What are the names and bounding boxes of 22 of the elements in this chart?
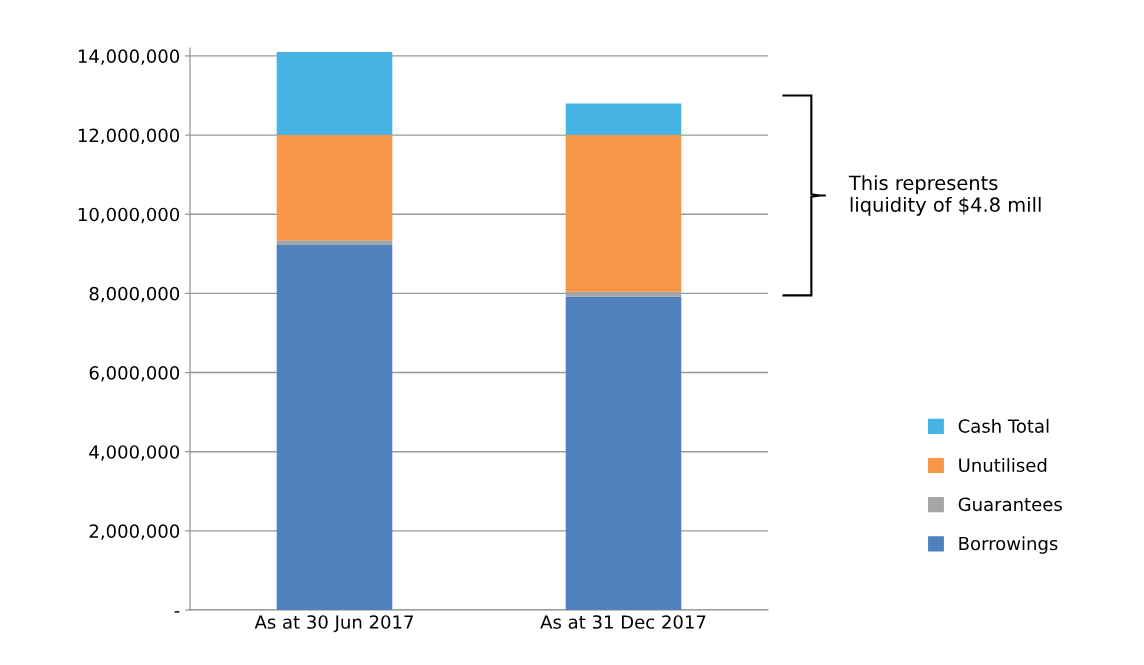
- y-tick-label: 6,000,000: [89, 365, 180, 382]
- bar: [565, 135, 682, 292]
- legend-label: Unutilised: [959, 458, 1047, 473]
- legend-label: Guarantees: [958, 497, 1062, 512]
- x-tick-label: As at 30 Jun 2017: [254, 615, 413, 633]
- y-tick-label: 10,000,000: [78, 207, 180, 224]
- y-tick-label: 12,000,000: [78, 128, 180, 145]
- text: This represents liquidity of $4.8 mill: [848, 175, 1041, 216]
- y-tick-label: 2,000,000: [89, 524, 180, 540]
- y-tick-label: -: [174, 611, 180, 613]
- bar: [276, 135, 393, 241]
- y-tick-label: 4,000,000: [89, 445, 180, 461]
- bar: [276, 51, 393, 136]
- legend-label: Borrowings: [959, 536, 1058, 554]
- y-tick-label: 8,000,000: [89, 286, 180, 303]
- bar: [276, 240, 393, 246]
- bar: [276, 245, 393, 610]
- legend-label: Cash Total: [958, 418, 1049, 433]
- bar: [565, 103, 682, 136]
- x-tick-label: As at 31 Dec 2017: [540, 615, 706, 629]
- bar: [565, 296, 682, 610]
- y-tick-label: 14,000,000: [78, 49, 180, 65]
